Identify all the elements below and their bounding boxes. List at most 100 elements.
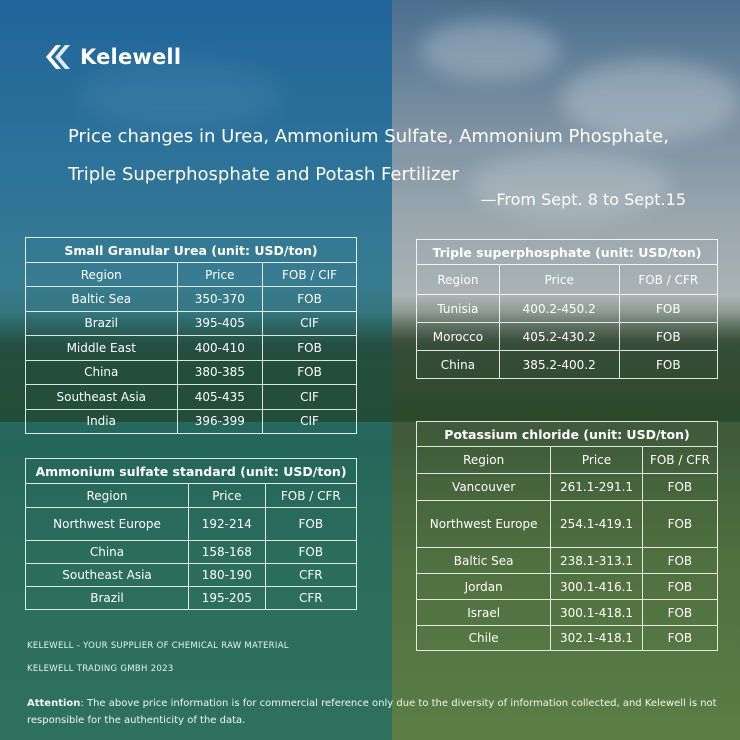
cell-region: China [25,359,178,385]
kelewell-logo-icon [46,45,70,69]
cell-price: 158-168 [188,540,266,564]
title-line-1: Price changes in Urea, Ammonium Sulfate,… [68,126,669,147]
table-row: Israel 300.1-418.1 FOB [415,599,719,626]
title-line-2: Triple Superphosphate and Potash Fertili… [68,164,459,185]
cloud [470,150,670,220]
cell-terms: CFR [264,586,358,610]
cell-region: Northwest Europe [24,507,190,541]
cell-price: 385.2-400.2 [498,350,620,379]
column-header: Region [25,262,178,287]
cell-region: Morocco [416,322,500,351]
column-header: Region [416,264,500,295]
table-row: India 396-399 CIF [25,408,357,434]
date-range: —From Sept. 8 to Sept.15 [480,190,686,209]
cell-terms: FOB [641,500,719,548]
cell-terms: FOB [262,359,357,385]
table-row: Vancouver 261.1-291.1 FOB [415,473,719,501]
table-row: Southeast Asia 180-190 CFR [24,563,358,587]
table-row: Tunisia 400.2-450.2 FOB [416,294,719,323]
cell-terms: FOB [264,507,358,541]
cell-region: Northwest Europe [415,500,552,548]
column-header: FOB / CFR [618,264,719,295]
brand-logo: Kelewell [44,42,181,72]
cell-price: 395-405 [176,310,264,336]
cell-terms: FOB [618,294,719,323]
attention-note: Attention: The above price information i… [27,695,717,729]
ammonium-sulfate-table: Ammonium sulfate standard (unit: USD/ton… [24,458,358,610]
column-header: Price [550,446,643,474]
attention-text: : The above price information is for com… [27,698,717,726]
cell-region: Baltic Sea [25,286,178,312]
table-row: Northwest Europe 254.1-419.1 FOB [415,500,719,548]
cell-price: 300.1-416.1 [550,573,643,600]
urea-price-table: Small Granular Urea (unit: USD/ton) Regi… [25,237,357,434]
cell-region: Southeast Asia [24,563,190,587]
cloud [80,60,280,130]
cell-price: 254.1-419.1 [550,500,643,548]
column-header: Region [24,483,190,508]
cell-terms: FOB [641,547,719,574]
cell-price: 400.2-450.2 [498,294,620,323]
cell-terms: FOB [618,350,719,379]
cell-region: Chile [415,625,552,651]
cell-terms: CIF [262,384,357,410]
cell-terms: FOB [641,599,719,626]
table-row: China 158-168 FOB [24,540,358,564]
cell-region: Jordan [415,573,552,600]
cell-region: China [416,350,500,379]
cell-price: 192-214 [188,507,266,541]
table-row: Brazil 395-405 CIF [25,310,357,336]
cell-price: 350-370 [176,286,264,312]
cell-terms: FOB [618,322,719,351]
table-row: Southeast Asia 405-435 CIF [25,384,357,410]
column-header: Price [188,483,266,508]
column-header: FOB / CIF [262,262,357,287]
table-row: Northwest Europe 192-214 FOB [24,507,358,541]
cell-region: Israel [415,599,552,626]
cell-price: 238.1-313.1 [550,547,643,574]
cell-region: China [24,540,190,564]
cell-price: 180-190 [188,563,266,587]
table-row: Jordan 300.1-416.1 FOB [415,573,719,600]
cell-terms: CIF [262,408,357,434]
column-header: Price [498,264,620,295]
cell-price: 300.1-418.1 [550,599,643,626]
footer-company: KELEWELL TRADING GMBH 2023 [27,664,174,674]
cloud [420,20,560,80]
cell-terms: CIF [262,310,357,336]
table-caption: Potassium chloride (unit: USD/ton) [416,421,718,447]
table-row: Baltic Sea 238.1-313.1 FOB [415,547,719,574]
page-title: Price changes in Urea, Ammonium Sulfate,… [68,118,669,194]
cell-price: 261.1-291.1 [550,473,643,501]
column-header: FOB / CFR [264,483,358,508]
cell-price: 400-410 [176,335,264,361]
table-row: Middle East 400-410 FOB [25,335,357,361]
potassium-chloride-table: Potassium chloride (unit: USD/ton) Regio… [415,421,719,651]
attention-label: Attention [27,698,81,709]
cell-terms: FOB [641,625,719,651]
table-row: Chile 302.1-418.1 FOB [415,625,719,651]
table-row: Morocco 405.2-430.2 FOB [416,322,719,351]
cell-price: 380-385 [176,359,264,385]
cell-region: Brazil [25,310,178,336]
column-header: Price [176,262,264,287]
cell-price: 405-435 [176,384,264,410]
cell-region: India [25,408,178,434]
cell-terms: FOB [262,335,357,361]
table-row: China 385.2-400.2 FOB [416,350,719,379]
triple-superphosphate-table: Triple superphosphate (unit: USD/ton) Re… [416,239,719,379]
cell-terms: CFR [264,563,358,587]
cell-terms: FOB [641,573,719,600]
cell-region: Baltic Sea [415,547,552,574]
column-header: FOB / CFR [641,446,719,474]
cell-price: 195-205 [188,586,266,610]
cell-region: Brazil [24,586,190,610]
cell-price: 396-399 [176,408,264,434]
cell-terms: FOB [264,540,358,564]
table-caption: Triple superphosphate (unit: USD/ton) [416,239,718,265]
cell-price: 405.2-430.2 [498,322,620,351]
cell-terms: FOB [641,473,719,501]
table-row: China 380-385 FOB [25,359,357,385]
cloud [560,60,740,140]
